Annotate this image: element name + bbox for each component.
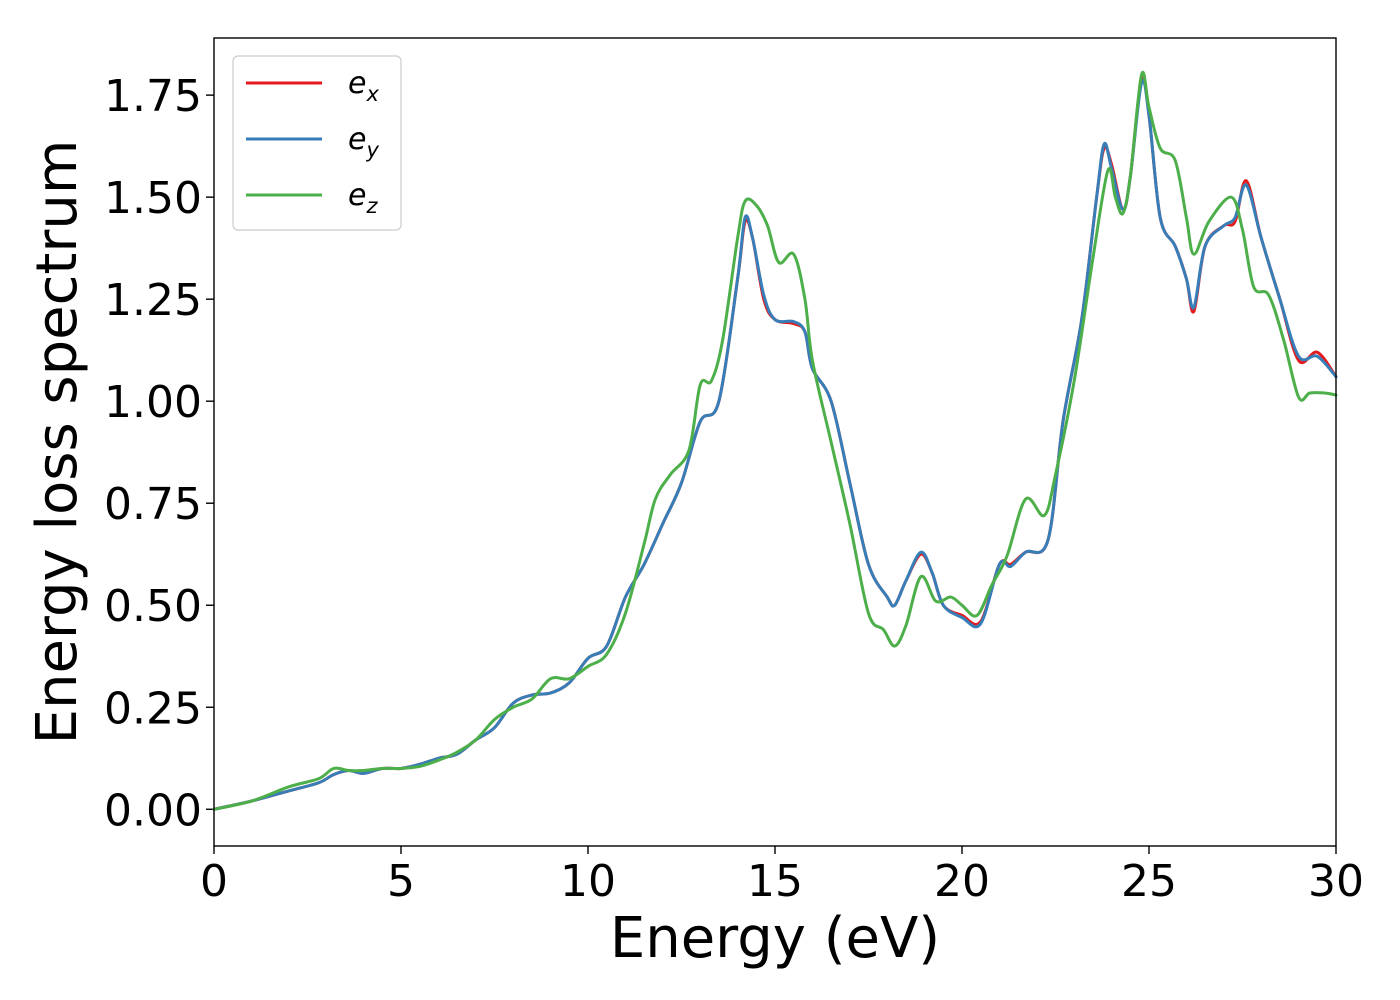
y-tick-label: 0.25 bbox=[104, 683, 202, 734]
plot-frame bbox=[213, 37, 1337, 847]
series-line-z bbox=[212, 70, 1338, 811]
x-axis-label: Energy (eV) bbox=[610, 906, 940, 971]
x-tick-label: 20 bbox=[934, 856, 990, 907]
y-tick-label: 0.75 bbox=[104, 479, 202, 530]
y-tick-label: 1.00 bbox=[104, 377, 202, 428]
legend-label-z: ez bbox=[348, 178, 378, 218]
y-tick-label: 1.75 bbox=[104, 71, 202, 122]
y-tick-label: 1.50 bbox=[104, 173, 202, 224]
legend-label-y: ey bbox=[348, 122, 379, 162]
x-axis-ticks: 0 5 10 15 20 25 30 bbox=[200, 846, 1364, 907]
legend: ex ey ez bbox=[232, 55, 402, 231]
x-tick-label: 25 bbox=[1121, 856, 1177, 907]
y-axis-label: Energy loss spectrum bbox=[25, 140, 90, 745]
x-tick-label: 10 bbox=[560, 856, 616, 907]
x-tick-label: 0 bbox=[200, 856, 228, 907]
x-tick-label: 15 bbox=[747, 856, 803, 907]
legend-label-x: ex bbox=[348, 66, 379, 106]
x-tick-label: 30 bbox=[1308, 856, 1364, 907]
y-tick-label: 0.50 bbox=[104, 581, 202, 632]
series-lines bbox=[212, 70, 1338, 811]
x-tick-label: 5 bbox=[387, 856, 415, 907]
legend-frame bbox=[232, 55, 402, 231]
y-axis-ticks: 0.00 0.25 0.50 0.75 1.00 1.25 1.50 1.75 bbox=[104, 71, 214, 836]
y-tick-label: 0.00 bbox=[104, 785, 202, 836]
y-tick-label: 1.25 bbox=[104, 275, 202, 326]
